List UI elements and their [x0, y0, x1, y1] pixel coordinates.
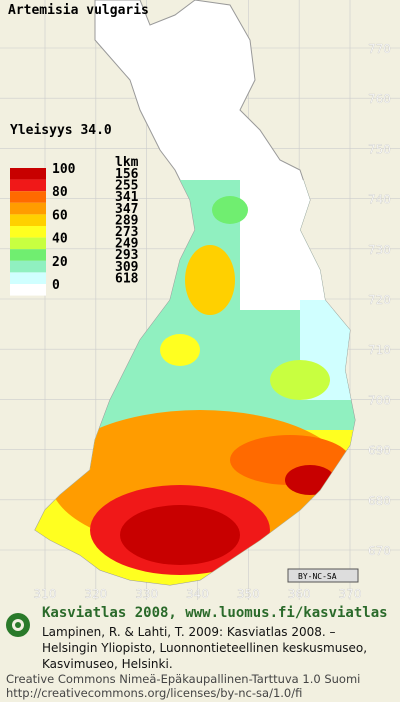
- x-tick-label: 310: [34, 587, 57, 601]
- y-tick-label: 690: [368, 444, 391, 458]
- legend-count: 273: [115, 225, 138, 240]
- legend-swatch: [10, 226, 46, 238]
- legend-count-header: lkm: [115, 155, 139, 170]
- x-tick-label: 320: [84, 587, 107, 601]
- license-url: http://creativecommons.org/licenses/by-n…: [6, 686, 302, 700]
- y-tick-label: 730: [368, 243, 391, 257]
- legend-swatch: [10, 202, 46, 215]
- y-tick-label: 710: [368, 343, 391, 357]
- legend-swatch: [10, 214, 46, 226]
- legend-swatch: [10, 284, 46, 296]
- x-tick-label: 360: [288, 587, 311, 601]
- legend-percent: 100: [52, 162, 76, 177]
- legend-percent: 20: [52, 255, 68, 270]
- x-tick-label: 330: [135, 587, 158, 601]
- legend-count: 156: [115, 167, 139, 182]
- legend-swatch: [10, 191, 46, 203]
- frequency: Yleisyys 34.0: [10, 123, 112, 138]
- axes: 770 760 750 740 730 720 710 700 690 680 670 310 320 3…: [33, 42, 391, 601]
- y-tick-label: 680: [368, 494, 391, 508]
- legend-count: 249: [115, 237, 138, 252]
- legend-swatch: [10, 260, 46, 273]
- y-tick-label: 750: [368, 142, 391, 156]
- legend-percent: 60: [52, 208, 68, 223]
- legend-count: 618: [115, 271, 139, 286]
- logo: [6, 613, 30, 637]
- cc-badge: [287, 568, 359, 583]
- x-tick-label: 340: [186, 587, 209, 601]
- legend-count: 341: [115, 190, 139, 205]
- y-tick-label: 740: [368, 193, 391, 207]
- legend-percent: 0: [52, 278, 60, 293]
- legend-count: 309: [115, 260, 138, 275]
- y-tick-label: 760: [368, 92, 391, 106]
- citation: Lampinen, R. & Lahti, T. 2009: Kasviatla…: [42, 625, 336, 639]
- license: Creative Commons Nimeä-Epäkaupallinen-Ta…: [6, 672, 360, 686]
- map-title: Artemisia vulgaris: [8, 3, 149, 18]
- legend-count: 255: [115, 179, 138, 194]
- y-tick-label: 720: [368, 293, 391, 307]
- x-tick-label: 370: [339, 587, 362, 601]
- legend-count: 347: [115, 202, 138, 217]
- legend-swatch: [10, 249, 46, 261]
- heat-map: [35, 180, 355, 585]
- legend-swatch: [10, 179, 46, 192]
- legend-count: 289: [115, 213, 138, 228]
- legend: 100 80 60 40 20 0 lkm1562553413472892732492933…: [10, 155, 139, 296]
- y-tick-label: 670: [368, 544, 391, 558]
- x-tick-label: 350: [237, 587, 260, 601]
- y-tick-label: 700: [368, 393, 391, 407]
- citation: Kasvimuseo, Helsinki.: [42, 657, 173, 671]
- footer-heading: Kasviatlas 2008, www.luomus.fi/kasviatla…: [42, 605, 388, 621]
- legend-swatch: [10, 168, 46, 180]
- cc-badge-text: BY-NC-SA: [298, 572, 337, 581]
- legend-percent: 80: [52, 185, 68, 200]
- legend-swatch: [10, 237, 46, 250]
- legend-count: 293: [115, 248, 138, 263]
- legend-percent: 40: [52, 232, 68, 247]
- y-tick-label: 770: [368, 42, 391, 56]
- legend-swatch: [10, 272, 46, 284]
- citation: Helsingin Yliopisto, Luonnontieteellinen…: [42, 641, 367, 655]
